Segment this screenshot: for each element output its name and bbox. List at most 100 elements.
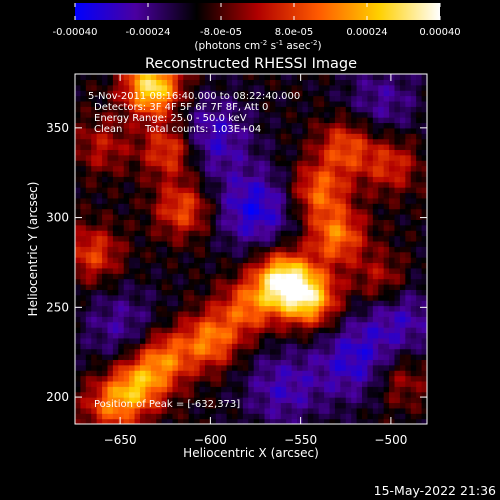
heatmap-cell bbox=[123, 160, 130, 167]
heatmap-cell bbox=[85, 418, 92, 424]
heatmap-cell bbox=[286, 273, 293, 280]
heatmap-cell bbox=[210, 127, 217, 134]
heatmap-cell bbox=[237, 208, 244, 215]
heatmap-cell bbox=[405, 240, 412, 247]
heatmap-cell bbox=[134, 251, 141, 258]
heatmap-cell bbox=[253, 197, 260, 204]
heatmap-cell bbox=[378, 332, 385, 339]
heatmap-cell bbox=[264, 203, 271, 210]
heatmap-cell bbox=[313, 364, 320, 371]
heatmap-cell bbox=[199, 187, 206, 194]
heatmap-cell bbox=[183, 170, 190, 177]
heatmap-cell bbox=[75, 133, 82, 140]
heatmap-cell bbox=[75, 74, 82, 80]
heatmap-cell bbox=[107, 122, 114, 129]
heatmap-cell bbox=[399, 418, 406, 424]
heatmap-cell bbox=[264, 343, 271, 350]
heatmap-cell bbox=[183, 364, 190, 371]
heatmap-cell bbox=[177, 278, 184, 285]
heatmap-cell bbox=[183, 235, 190, 242]
heatmap-cell bbox=[118, 359, 125, 366]
heatmap-cell bbox=[307, 327, 314, 334]
heatmap-cell bbox=[340, 84, 347, 91]
heatmap-cell bbox=[389, 224, 396, 231]
heatmap-cell bbox=[183, 294, 190, 301]
heatmap-cell bbox=[183, 230, 190, 237]
heatmap-cell bbox=[372, 154, 379, 161]
heatmap-cell bbox=[259, 402, 266, 409]
heatmap-cell bbox=[85, 187, 92, 194]
heatmap-cell bbox=[221, 246, 228, 253]
heatmap-cell bbox=[145, 273, 152, 280]
heatmap-cell bbox=[177, 257, 184, 264]
heatmap-cell bbox=[253, 305, 260, 312]
heatmap-cell bbox=[199, 197, 206, 204]
heatmap-cell bbox=[367, 327, 374, 334]
heatmap-cell bbox=[302, 397, 309, 404]
heatmap-cell bbox=[280, 284, 287, 290]
heatmap-cell bbox=[351, 170, 358, 177]
heatmap-cell bbox=[145, 262, 152, 269]
heatmap-cell bbox=[378, 413, 385, 420]
heatmap-cell bbox=[351, 407, 358, 414]
heatmap-cell bbox=[221, 407, 228, 414]
heatmap-cell bbox=[102, 343, 109, 350]
heatmap-cell bbox=[172, 262, 179, 269]
heatmap-cell bbox=[410, 138, 417, 145]
heatmap-cell bbox=[399, 133, 406, 140]
heatmap-cell bbox=[123, 332, 130, 339]
heatmap-cell bbox=[102, 273, 109, 280]
heatmap-cell bbox=[421, 343, 427, 350]
heatmap-cell bbox=[129, 95, 136, 102]
heatmap-cell bbox=[112, 321, 119, 328]
heatmap-cell bbox=[161, 289, 168, 296]
heatmap-cell bbox=[150, 192, 157, 199]
heatmap-cell bbox=[329, 418, 336, 424]
heatmap-cell bbox=[259, 343, 266, 350]
heatmap-cell bbox=[221, 100, 228, 107]
heatmap-cell bbox=[302, 74, 309, 80]
heatmap-cell bbox=[264, 240, 271, 247]
heatmap-cell bbox=[204, 208, 211, 215]
heatmap-cell bbox=[405, 214, 412, 220]
heatmap-cell bbox=[156, 257, 163, 264]
heatmap-cell bbox=[259, 181, 266, 188]
heatmap-cell bbox=[372, 138, 379, 145]
heatmap-cell bbox=[215, 176, 222, 183]
heatmap-cell bbox=[416, 402, 423, 409]
heatmap-cell bbox=[329, 170, 336, 177]
heatmap-cell bbox=[324, 310, 331, 317]
heatmap-cell bbox=[215, 407, 222, 414]
heatmap-cell bbox=[134, 321, 141, 328]
heatmap-cell bbox=[237, 138, 244, 145]
heatmap-cell bbox=[372, 354, 379, 360]
heatmap-cell bbox=[221, 370, 228, 377]
heatmap-cell bbox=[210, 267, 217, 274]
heatmap-cell bbox=[145, 235, 152, 242]
heatmap-cell bbox=[85, 332, 92, 339]
heatmap-cell bbox=[297, 133, 304, 140]
heatmap-cell bbox=[383, 343, 390, 350]
heatmap-cell bbox=[416, 138, 423, 145]
heatmap-cell bbox=[199, 181, 206, 188]
heatmap-cell bbox=[134, 100, 141, 107]
heatmap-cell bbox=[129, 284, 136, 290]
heatmap-cell bbox=[248, 214, 255, 220]
heatmap-cell bbox=[394, 106, 401, 113]
heatmap-cell bbox=[367, 79, 374, 86]
heatmap-cell bbox=[416, 230, 423, 237]
heatmap-cell bbox=[232, 316, 239, 323]
heatmap-cell bbox=[378, 203, 385, 210]
heatmap-cell bbox=[253, 267, 260, 274]
heatmap-cell bbox=[399, 214, 406, 220]
heatmap-cell bbox=[145, 106, 152, 113]
heatmap-cell bbox=[416, 294, 423, 301]
heatmap-cell bbox=[280, 170, 287, 177]
heatmap-cell bbox=[405, 224, 412, 231]
heatmap-cell bbox=[318, 224, 325, 231]
heatmap-cell bbox=[340, 149, 347, 156]
heatmap-cell bbox=[329, 386, 336, 393]
heatmap-cell bbox=[226, 214, 233, 220]
heatmap-cell bbox=[210, 391, 217, 398]
heatmap-cell bbox=[334, 316, 341, 323]
